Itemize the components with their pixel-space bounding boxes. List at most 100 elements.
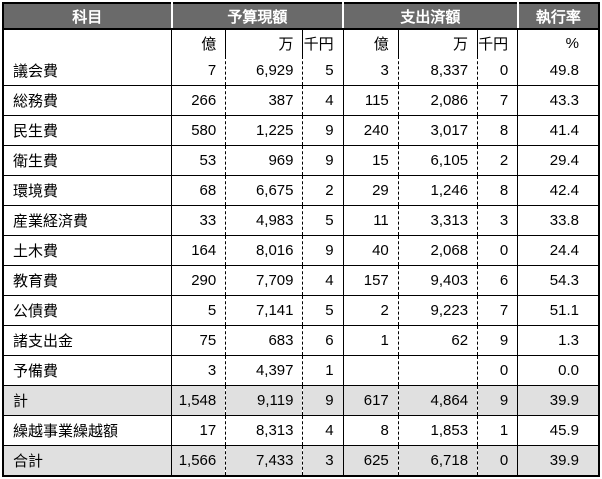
budget-sen-cell: 9 (302, 235, 344, 266)
table-row-kosaihi: 公債費 5 7,141 5 2 9,223 7 51.1 (3, 295, 599, 326)
spent-oku-cell: 15 (342, 145, 399, 176)
spent-man-cell: 1,246 (397, 175, 478, 206)
spent-oku-cell: 29 (342, 175, 399, 206)
rate-cell: 24.4 (517, 235, 599, 266)
table-row-grand-total: 合計 1,566 7,433 3 625 6,718 0 39.9 (3, 445, 599, 477)
budget-sen-cell: 5 (302, 205, 344, 236)
table-row-subtotal: 計 1,548 9,119 9 617 4,864 9 39.9 (3, 385, 599, 416)
spent-man-cell: 9,223 (397, 295, 478, 326)
spent-oku-cell: 240 (342, 115, 399, 146)
rate-cell: 45.9 (517, 415, 599, 446)
subject-cell: 環境費 (3, 175, 172, 206)
rate-cell: 41.4 (517, 115, 599, 146)
spent-sen-cell: 2 (477, 145, 518, 176)
budget-oku-cell: 33 (171, 205, 226, 236)
subject-cell: 総務費 (3, 85, 172, 116)
spent-sen-cell: 8 (477, 115, 518, 146)
rate-cell: 29.4 (517, 145, 599, 176)
table-row-kyoikuhi: 教育費 290 7,709 4 157 9,403 6 54.3 (3, 265, 599, 296)
budget-oku-cell: 1,548 (171, 385, 226, 416)
rate-cell: 39.9 (517, 445, 599, 477)
budget-oku-cell: 290 (171, 265, 226, 296)
spent-man-cell: 9,403 (397, 265, 478, 296)
spent-man-cell: 62 (397, 325, 478, 356)
rate-cell: 0.0 (517, 355, 599, 386)
budget-man-cell: 9,119 (225, 385, 303, 416)
rate-cell: 42.4 (517, 175, 599, 206)
budget-man-cell: 387 (225, 85, 303, 116)
spent-oku-cell: 3 (342, 56, 399, 86)
spent-oku-cell: 1 (342, 325, 399, 356)
spent-man-cell: 6,718 (397, 445, 478, 477)
spent-man-cell: 4,864 (397, 385, 478, 416)
spent-sen-cell: 9 (477, 325, 518, 356)
spent-sen-cell: 0 (477, 235, 518, 266)
header-budget: 予算現額 (170, 3, 344, 30)
budget-sen-cell: 5 (302, 56, 344, 86)
budget-man-cell: 4,397 (225, 355, 303, 386)
unit-spent-senen: 千円 (477, 29, 518, 56)
units-row: 億 万 千円 億 万 千円 % (3, 29, 599, 56)
subject-cell: 議会費 (3, 56, 172, 86)
subject-cell: 民生費 (3, 115, 172, 146)
budget-oku-cell: 68 (171, 175, 226, 206)
spent-man-cell: 6,105 (397, 145, 478, 176)
subject-cell: 産業経済費 (3, 205, 172, 236)
subject-cell: 公債費 (3, 295, 172, 326)
spent-sen-cell: 0 (477, 355, 518, 386)
spent-oku-cell: 157 (342, 265, 399, 296)
rate-cell: 43.3 (517, 85, 599, 116)
spent-man-cell: 3,313 (397, 205, 478, 236)
table-row-sangyokeizaihi: 産業経済費 33 4,983 5 11 3,313 3 33.8 (3, 205, 599, 236)
header-row: 科目 予算現額 支出済額 執行率 (3, 3, 599, 30)
spent-sen-cell: 6 (477, 265, 518, 296)
subject-cell: 予備費 (3, 355, 172, 386)
subject-cell: 土木費 (3, 235, 172, 266)
budget-oku-cell: 580 (171, 115, 226, 146)
spent-man-cell: 2,086 (397, 85, 478, 116)
budget-oku-cell: 53 (171, 145, 226, 176)
budget-sen-cell: 4 (302, 265, 344, 296)
spent-oku-cell: 2 (342, 295, 399, 326)
budget-sen-cell: 4 (302, 415, 344, 446)
budget-man-cell: 1,225 (225, 115, 303, 146)
table-row-gikaihi: 議会費 7 6,929 5 3 8,337 0 49.8 (3, 56, 599, 86)
spent-man-cell: 8,337 (397, 56, 478, 86)
unit-spent-man: 万 (397, 29, 478, 56)
budget-oku-cell: 17 (171, 415, 226, 446)
header-rate: 執行率 (516, 3, 599, 30)
budget-sen-cell: 9 (302, 115, 344, 146)
units-spacer (3, 29, 172, 56)
budget-man-cell: 7,141 (225, 295, 303, 326)
rate-cell: 54.3 (517, 265, 599, 296)
spent-man-cell: 2,068 (397, 235, 478, 266)
subject-cell: 合計 (3, 445, 172, 477)
table-row-shoshishutsukin: 諸支出金 75 683 6 1 62 9 1.3 (3, 325, 599, 356)
spent-sen-cell: 3 (477, 205, 518, 236)
budget-man-cell: 4,983 (225, 205, 303, 236)
budget-sen-cell: 2 (302, 175, 344, 206)
spent-oku-cell: 8 (342, 415, 399, 446)
budget-oku-cell: 164 (171, 235, 226, 266)
budget-man-cell: 7,433 (225, 445, 303, 477)
budget-man-cell: 969 (225, 145, 303, 176)
budget-sen-cell: 9 (302, 145, 344, 176)
spent-sen-cell: 7 (477, 295, 518, 326)
spent-oku-cell: 617 (342, 385, 399, 416)
budget-man-cell: 8,313 (225, 415, 303, 446)
spent-sen-cell: 7 (477, 85, 518, 116)
spent-sen-cell: 1 (477, 415, 518, 446)
budget-sen-cell: 5 (302, 295, 344, 326)
budget-oku-cell: 5 (171, 295, 226, 326)
spent-oku-cell (342, 355, 399, 386)
spent-oku-cell: 115 (342, 85, 399, 116)
subject-cell: 教育費 (3, 265, 172, 296)
budget-oku-cell: 1,566 (171, 445, 226, 477)
budget-oku-cell: 75 (171, 325, 226, 356)
spent-man-cell: 3,017 (397, 115, 478, 146)
header-spent: 支出済額 (342, 3, 518, 30)
rate-cell: 49.8 (517, 56, 599, 86)
spent-sen-cell: 9 (477, 385, 518, 416)
